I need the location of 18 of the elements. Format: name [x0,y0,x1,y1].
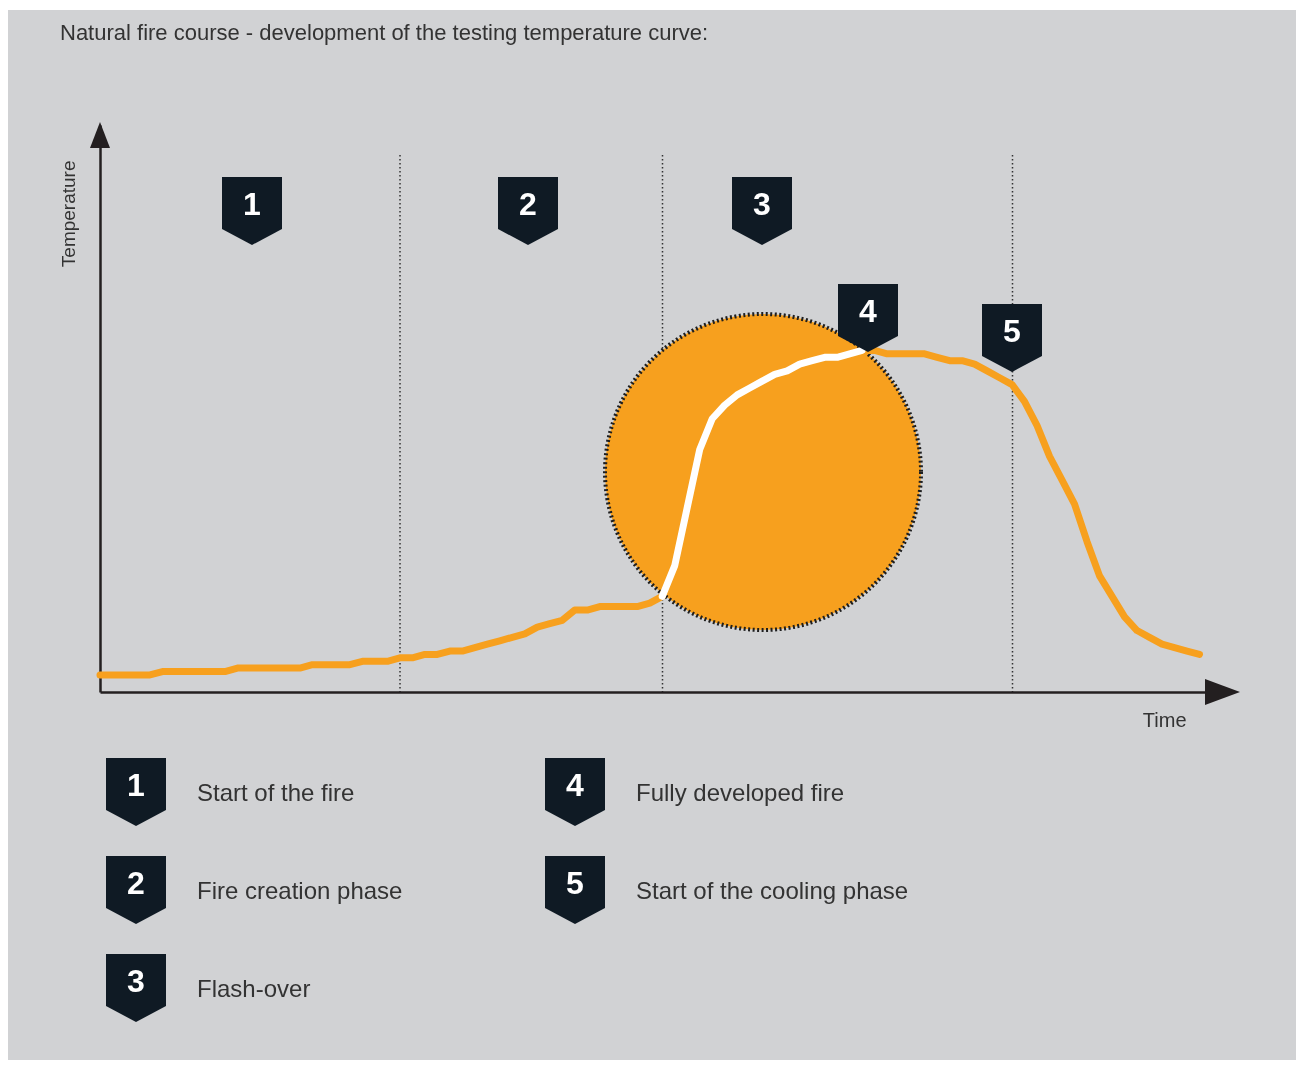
text: 5 [1003,313,1021,349]
chart-title: Natural fire course - development of the testing temperature curve: [60,20,709,45]
text: Start of the cooling phase [636,877,909,904]
text: 2 [519,186,537,222]
x-axis-title: Time [1142,708,1187,731]
text: Fire creation phase [197,877,403,904]
text: 5 [566,865,584,901]
text: 1 [243,186,261,222]
text: 1 [127,767,145,803]
text: Flash-over [197,975,311,1002]
text: Fully developed fire [636,779,845,806]
text: 4 [859,293,878,329]
text: 2 [127,865,145,901]
text: 4 [566,767,584,803]
text: 3 [127,963,145,999]
text: Start of the fire [197,779,355,806]
text: 3 [753,186,771,222]
y-axis-title: Temperature [57,160,79,268]
